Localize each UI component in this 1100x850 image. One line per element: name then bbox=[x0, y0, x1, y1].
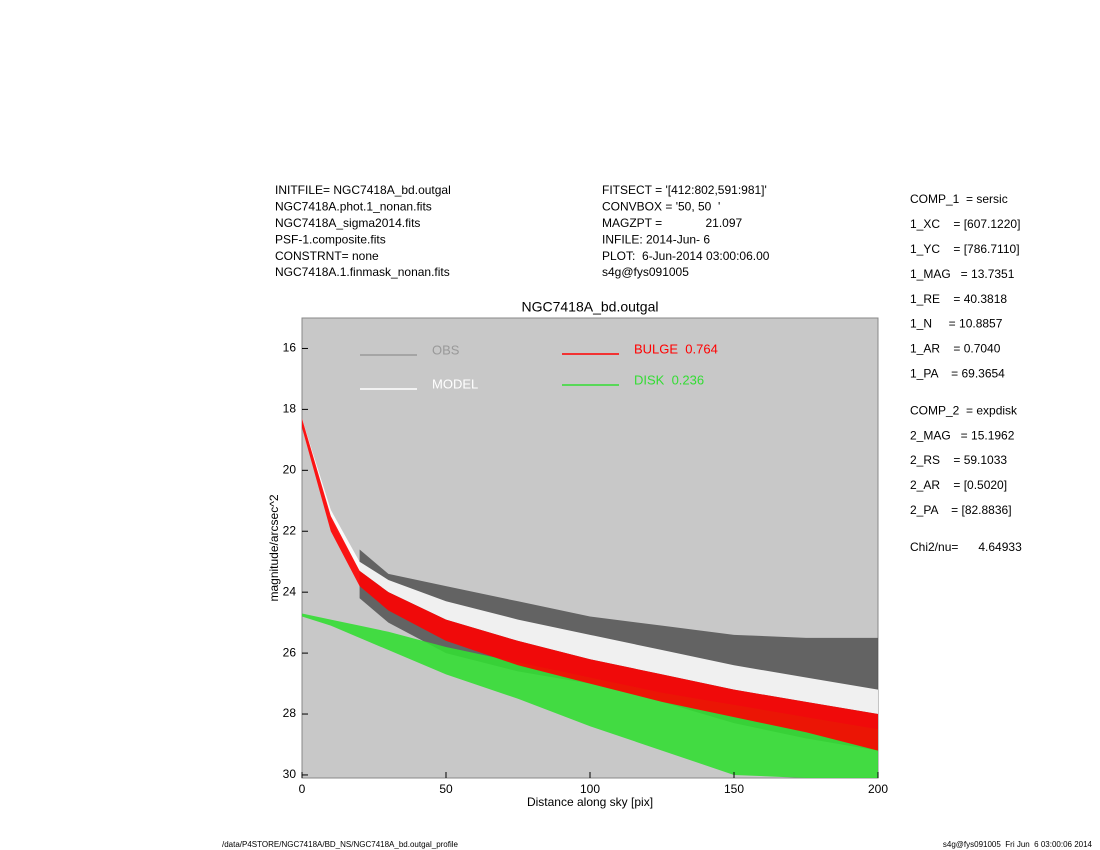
legend-label: OBS bbox=[432, 342, 460, 357]
param-line: 1_AR = 0.7040 bbox=[910, 342, 1001, 356]
param-line: Chi2/nu= 4.64933 bbox=[910, 540, 1022, 554]
x-tick-label: 100 bbox=[580, 782, 600, 796]
chart-title: NGC7418A_bd.outgal bbox=[522, 299, 659, 315]
param-line: 1_XC = [607.1220] bbox=[910, 217, 1020, 231]
y-tick-label: 16 bbox=[283, 341, 297, 355]
y-tick-label: 28 bbox=[283, 706, 297, 720]
header-line: FITSECT = '[412:802,591:981]' bbox=[602, 183, 767, 197]
header-line: PLOT: 6-Jun-2014 03:00:06.00 bbox=[602, 249, 770, 263]
param-line: COMP_2 = expdisk bbox=[910, 403, 1018, 417]
param-line: COMP_1 = sersic bbox=[910, 192, 1008, 206]
y-tick-label: 26 bbox=[283, 645, 297, 659]
y-tick-label: 18 bbox=[283, 402, 297, 416]
header-line: INFILE: 2014-Jun- 6 bbox=[602, 232, 710, 246]
header-line: NGC7418A.phot.1_nonan.fits bbox=[275, 200, 432, 214]
header-line: CONSTRNT= none bbox=[275, 249, 379, 263]
param-line: 1_RE = 40.3818 bbox=[910, 292, 1007, 306]
param-line: 2_AR = [0.5020] bbox=[910, 478, 1007, 492]
legend-label: DISK 0.236 bbox=[634, 372, 704, 387]
header-line: CONVBOX = '50, 50 ' bbox=[602, 200, 720, 214]
x-tick-label: 0 bbox=[299, 782, 306, 796]
y-axis-label: magnitude/arcsec^2 bbox=[267, 494, 281, 601]
footer-left: /data/P4STORE/NGC7418A/BD_NS/NGC7418A_bd… bbox=[222, 840, 459, 849]
param-line: 2_PA = [82.8836] bbox=[910, 503, 1012, 517]
header-line: INITFILE= NGC7418A_bd.outgal bbox=[275, 183, 451, 197]
profile-band bbox=[302, 613, 878, 778]
x-tick-label: 50 bbox=[439, 782, 453, 796]
y-tick-label: 22 bbox=[283, 523, 297, 537]
param-line: 1_PA = 69.3654 bbox=[910, 366, 1005, 380]
footer-right: s4g@fys091005 Fri Jun 6 03:00:06 2014 bbox=[943, 840, 1093, 849]
x-tick-label: 200 bbox=[868, 782, 888, 796]
y-tick-label: 20 bbox=[283, 462, 297, 476]
param-line: 2_RS = 59.1033 bbox=[910, 453, 1007, 467]
x-axis-label: Distance along sky [pix] bbox=[527, 795, 653, 809]
header-line: PSF-1.composite.fits bbox=[275, 232, 386, 246]
profile-band bbox=[302, 418, 878, 715]
legend-label: MODEL bbox=[432, 376, 478, 391]
y-tick-label: 24 bbox=[283, 584, 297, 598]
profile-band bbox=[302, 418, 878, 751]
param-line: 2_MAG = 15.1962 bbox=[910, 428, 1015, 442]
header-line: s4g@fys091005 bbox=[602, 265, 689, 279]
header-line: NGC7418A_sigma2014.fits bbox=[275, 216, 420, 230]
param-line: 1_MAG = 13.7351 bbox=[910, 267, 1015, 281]
y-tick-label: 30 bbox=[283, 767, 297, 781]
param-line: 1_YC = [786.7110] bbox=[910, 242, 1020, 256]
param-line: 1_N = 10.8857 bbox=[910, 317, 1003, 331]
x-tick-label: 150 bbox=[724, 782, 744, 796]
legend-label: BULGE 0.764 bbox=[634, 341, 718, 356]
header-line: NGC7418A.1.finmask_nonan.fits bbox=[275, 265, 450, 279]
header-line: MAGZPT = 21.097 bbox=[602, 216, 742, 230]
